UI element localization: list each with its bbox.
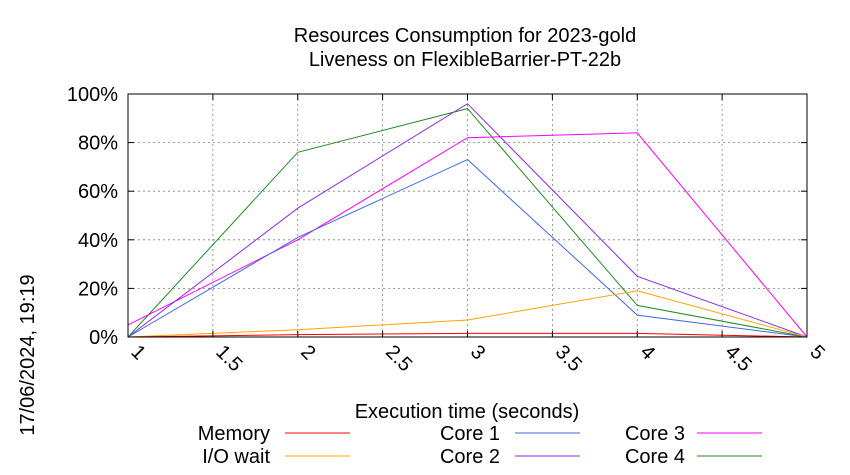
series-line-core-2 bbox=[127, 103, 808, 338]
x-tick-label: 1.5 bbox=[211, 341, 246, 376]
y-tick-label: 80% bbox=[78, 133, 118, 155]
x-tick-label: 5 bbox=[805, 341, 828, 364]
y-tick-label: 0% bbox=[89, 327, 118, 349]
series-line-i-o-wait bbox=[127, 290, 808, 338]
x-axis-label: Execution time (seconds) bbox=[355, 401, 580, 423]
series-line-core-3 bbox=[127, 132, 808, 338]
legend-label-core-3: Core 3 bbox=[625, 423, 685, 445]
y-tick-label: 100% bbox=[67, 84, 118, 106]
x-tick-label: 3.5 bbox=[551, 341, 586, 376]
y-tick-label: 20% bbox=[78, 278, 118, 300]
x-tick-label: 2 bbox=[296, 341, 319, 364]
legend-label-memory: Memory bbox=[198, 423, 270, 445]
series-line-core-4 bbox=[127, 108, 808, 338]
chart-subtitle: Liveness on FlexibleBarrier-PT-22b bbox=[309, 49, 621, 71]
legend-label-core-2: Core 2 bbox=[440, 446, 500, 468]
x-tick-label: 2.5 bbox=[381, 341, 416, 376]
y-tick-label: 60% bbox=[78, 181, 118, 203]
legend-label-i-o-wait: I/O wait bbox=[202, 446, 270, 468]
x-tick-label: 1 bbox=[126, 341, 149, 364]
x-tick-label: 3 bbox=[466, 341, 489, 364]
y-tick-label: 40% bbox=[78, 230, 118, 252]
chart-title: Resources Consumption for 2023-gold bbox=[294, 25, 636, 47]
legend-label-core-4: Core 4 bbox=[625, 446, 685, 468]
timestamp-label: 17/06/2024, 19:19 bbox=[17, 274, 39, 435]
legend-label-core-1: Core 1 bbox=[440, 423, 500, 445]
x-tick-label: 4 bbox=[636, 341, 659, 364]
x-tick-label: 4.5 bbox=[721, 341, 756, 376]
y-axis-ticks: 0% 20% 40% 60% 80% 100% bbox=[67, 84, 807, 349]
series-line-core-1 bbox=[127, 159, 808, 338]
